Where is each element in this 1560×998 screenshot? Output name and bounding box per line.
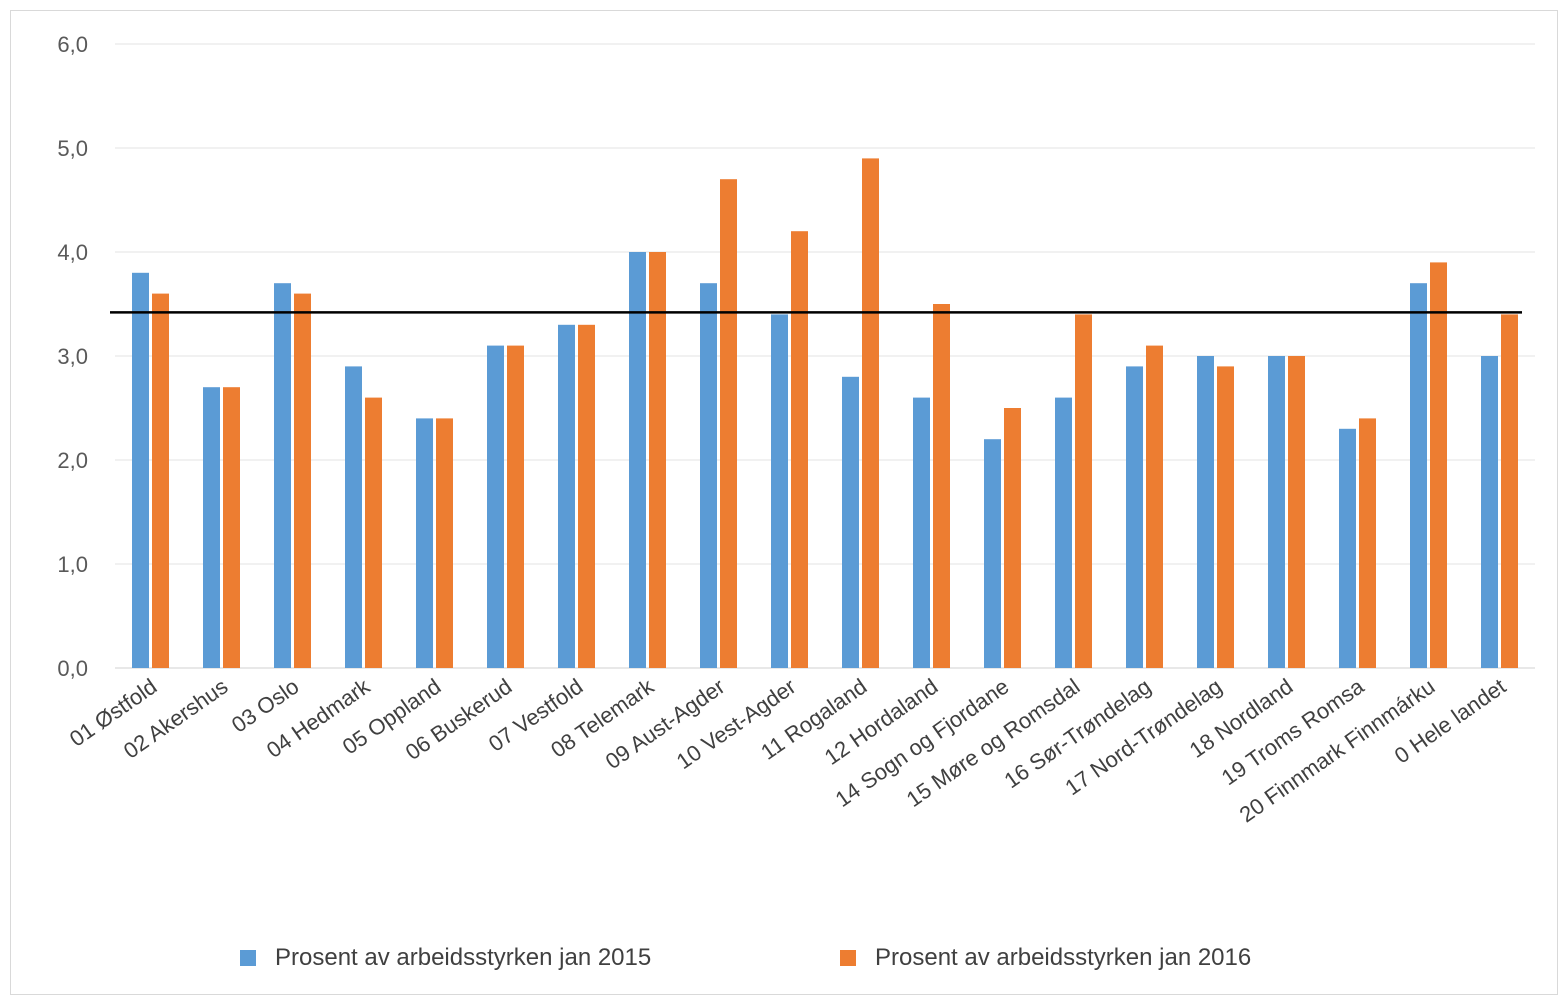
bar-2015 xyxy=(345,366,362,668)
bar-2015 xyxy=(487,345,504,668)
bar-2015 xyxy=(629,252,646,668)
bar-2016 xyxy=(436,418,453,668)
bar-2015 xyxy=(558,324,575,668)
y-tick-label: 0,0 xyxy=(57,656,88,681)
bar-2016 xyxy=(578,324,595,668)
bar-2016 xyxy=(507,345,524,668)
bar-2015 xyxy=(203,387,220,668)
bar-2016 xyxy=(1288,356,1305,668)
y-tick-label: 2,0 xyxy=(57,448,88,473)
legend-label: Prosent av arbeidsstyrken jan 2016 xyxy=(875,944,1251,971)
bar-2015 xyxy=(416,418,433,668)
bar-2016 xyxy=(933,304,950,668)
bar-2015 xyxy=(1268,356,1285,668)
bar-2015 xyxy=(1055,397,1072,668)
bar-2016 xyxy=(365,397,382,668)
bar-2016 xyxy=(791,231,808,668)
bar-2016 xyxy=(152,293,169,668)
bar-2016 xyxy=(720,179,737,668)
bar-2015 xyxy=(274,283,291,668)
bar-2015 xyxy=(700,283,717,668)
gridlines xyxy=(115,43,1535,669)
y-tick-label: 6,0 xyxy=(57,32,88,57)
bar-2016 xyxy=(1146,345,1163,668)
bar-2015 xyxy=(984,439,1001,668)
y-tick-label: 4,0 xyxy=(57,240,88,265)
bar-2016 xyxy=(1217,366,1234,668)
legend: Prosent av arbeidsstyrken jan 2015 Prosen… xyxy=(240,944,1251,971)
legend-swatch xyxy=(840,950,856,966)
x-tick-label: 09 Aust-Agder xyxy=(601,674,730,774)
bars xyxy=(132,158,1518,668)
bar-2016 xyxy=(1359,418,1376,668)
y-tick-label: 1,0 xyxy=(57,552,88,577)
legend-label: Prosent av arbeidsstyrken jan 2015 xyxy=(275,944,651,971)
y-axis-ticks: 0,0 1,0 2,0 3,0 4,0 5,0 6,0 xyxy=(57,32,88,681)
bar-2015 xyxy=(842,376,859,668)
bar-2016 xyxy=(294,293,311,668)
bar-2016 xyxy=(862,158,879,668)
bar-2015 xyxy=(1410,283,1427,668)
bar-2016 xyxy=(1430,262,1447,668)
bar-2015 xyxy=(913,397,930,668)
bar-2016 xyxy=(1075,314,1092,668)
bar-2015 xyxy=(1197,356,1214,668)
bar-2016 xyxy=(649,252,666,668)
bar-2015 xyxy=(132,272,149,668)
bar-2016 xyxy=(1501,314,1518,668)
y-tick-label: 5,0 xyxy=(57,136,88,161)
bar-2016 xyxy=(1004,408,1021,668)
bar-2015 xyxy=(1339,428,1356,668)
bar-2015 xyxy=(1481,356,1498,668)
bar-2015 xyxy=(1126,366,1143,668)
y-tick-label: 3,0 xyxy=(57,344,88,369)
bar-2016 xyxy=(223,387,240,668)
legend-swatch xyxy=(240,950,256,966)
bar-2015 xyxy=(771,314,788,668)
x-tick-label: 10 Vest-Agder xyxy=(672,674,801,774)
